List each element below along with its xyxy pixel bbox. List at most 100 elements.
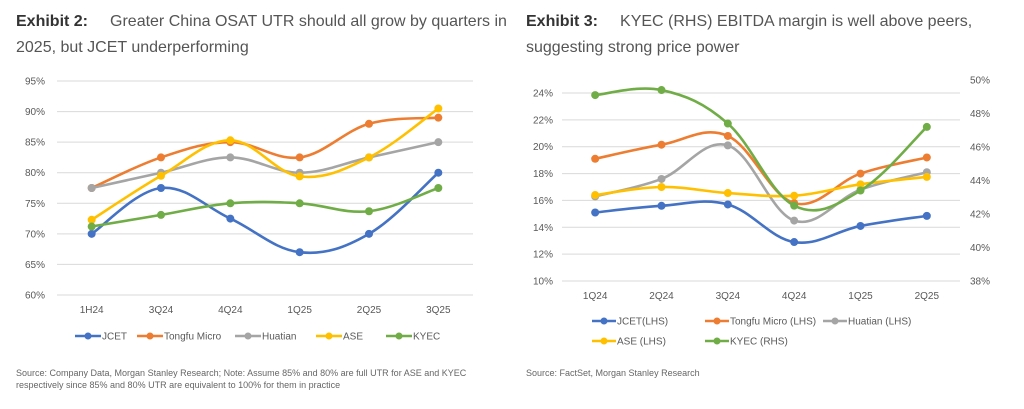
c2-ytick-label: 12% <box>533 250 553 261</box>
c2-y2tick-label: 42% <box>970 210 990 221</box>
c1-ytick-label: 80% <box>25 168 45 179</box>
c2-y2tick-label: 50% <box>970 76 990 87</box>
c2-data-point <box>723 200 732 209</box>
c1-data-point <box>87 222 96 231</box>
c2-data-point <box>790 216 799 225</box>
c2-data-point <box>723 119 732 128</box>
c2-data-point <box>591 154 600 163</box>
c2-data-point <box>790 191 799 200</box>
exhibit2-label: Exhibit 2: <box>16 13 89 30</box>
c1-data-point <box>157 184 165 192</box>
c2-legend-swatch-marker <box>713 337 721 345</box>
c1-legend-label: KYEC <box>413 332 440 343</box>
c2-data-point <box>856 169 865 178</box>
c1-series-line-tongfu-micro <box>90 116 440 190</box>
c2-legend-swatch-marker <box>713 317 721 325</box>
c1-legend-label: JCET <box>102 332 127 343</box>
c2-data-point <box>723 189 732 198</box>
c2-y2tick-label: 46% <box>970 143 990 154</box>
c1-data-point <box>434 113 443 122</box>
c2-legend-swatch-marker <box>831 317 839 325</box>
c1-ytick-label: 75% <box>25 199 45 210</box>
c2-data-point <box>657 201 666 210</box>
c2-data-point <box>922 172 931 181</box>
c2-legend-label: Tongfu Micro (LHS) <box>730 317 816 328</box>
c2-legend-label: ASE (LHS) <box>617 337 666 348</box>
c2-legend-swatch-marker <box>600 337 608 345</box>
c1-data-point <box>226 153 235 162</box>
c1-legend-label: ASE <box>343 332 363 343</box>
c2-xtick-label: 1Q25 <box>848 291 873 302</box>
c1-ytick-label: 90% <box>25 107 45 118</box>
c2-ytick-label: 10% <box>533 277 553 288</box>
c1-data-point <box>226 199 235 208</box>
c1-legend-label: Tongfu Micro <box>164 332 222 343</box>
c1-data-point <box>87 215 96 224</box>
c1-data-point <box>434 104 443 113</box>
c1-data-point <box>434 168 443 177</box>
c2-ytick-label: 18% <box>533 169 553 180</box>
c2-data-point <box>657 86 666 95</box>
c1-data-point <box>295 153 304 162</box>
c1-xtick-label: 1Q25 <box>287 305 312 316</box>
c2-y2tick-label: 44% <box>970 176 990 187</box>
c2-ytick-label: 14% <box>533 223 553 234</box>
exhibit2-source: Source: Company Data, Morgan Stanley Res… <box>16 368 467 390</box>
c2-data-point <box>856 180 865 189</box>
c2-ytick-label: 20% <box>533 142 553 153</box>
c2-data-point <box>591 91 600 100</box>
c2-data-point <box>657 183 666 191</box>
c1-xtick-label: 4Q24 <box>218 305 243 316</box>
c1-legend-swatch-marker <box>84 332 92 340</box>
c1-ytick-label: 70% <box>25 229 45 240</box>
c1-data-point <box>434 138 443 147</box>
c2-data-point <box>591 191 600 200</box>
c1-data-point <box>157 210 165 219</box>
c1-data-point <box>365 153 373 162</box>
c2-legend-label: KYEC (RHS) <box>730 337 788 348</box>
c1-data-point <box>295 199 304 208</box>
c1-series-line-kyec <box>90 186 440 228</box>
c2-data-point <box>591 208 600 217</box>
c2-data-point <box>657 174 666 183</box>
c2-data-point <box>723 131 732 140</box>
c2-data-point <box>856 221 865 230</box>
c2-data-point <box>922 211 931 220</box>
c1-data-point <box>87 184 96 192</box>
c2-data-point <box>922 153 931 162</box>
c1-series-line-ase <box>90 107 440 222</box>
c1-data-point <box>226 136 235 145</box>
c1-ytick-label: 65% <box>25 260 45 271</box>
c2-xtick-label: 4Q24 <box>782 291 807 302</box>
c2-legend-label: Huatian (LHS) <box>848 317 911 328</box>
c2-series-line-ase-lhs- <box>593 175 929 198</box>
c2-data-point <box>790 238 799 247</box>
exhibit3-label: Exhibit 3: <box>526 13 599 30</box>
exhibit2-title: Exhibit 2: Greater China OSAT UTR should … <box>16 9 516 61</box>
c1-series-line-huatian <box>90 140 440 190</box>
c2-xtick-label: 3Q24 <box>716 291 741 302</box>
c1-legend-swatch-marker <box>395 332 403 340</box>
exhibit3-title: Exhibit 3: KYEC (RHS) EBITDA margin is we… <box>526 9 1006 61</box>
c2-legend-swatch-marker <box>600 317 608 325</box>
c1-series-line-jcet <box>90 171 440 255</box>
c1-data-point <box>295 172 304 181</box>
c1-ytick-label: 95% <box>25 77 45 88</box>
c1-data-point <box>434 184 443 192</box>
c1-legend-swatch-marker <box>244 332 252 340</box>
c1-data-point <box>295 248 304 257</box>
c2-xtick-label: 2Q24 <box>649 291 674 302</box>
c1-data-point <box>87 229 96 238</box>
exhibit2-title-text: Greater China OSAT UTR should all grow b… <box>16 13 507 56</box>
c2-data-point <box>922 122 931 131</box>
c1-data-point <box>365 229 373 238</box>
c1-data-point <box>365 207 373 216</box>
c1-ytick-label: 85% <box>25 138 45 149</box>
c2-y2tick-label: 48% <box>970 109 990 120</box>
c1-xtick-label: 1H24 <box>80 305 104 316</box>
c2-data-point <box>856 186 865 195</box>
c1-legend-label: Huatian <box>262 332 296 343</box>
c1-data-point <box>365 119 373 128</box>
c1-data-point <box>157 153 165 162</box>
